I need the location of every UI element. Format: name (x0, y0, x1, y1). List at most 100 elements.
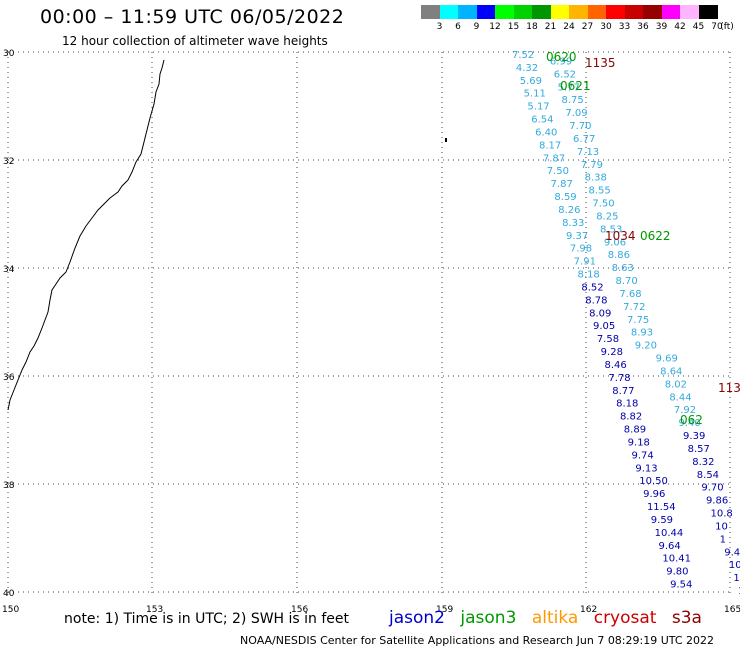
swh-label: 8.17 (539, 140, 561, 151)
swh-label: 11.54 (647, 502, 676, 513)
swh-label: 10.52 (729, 560, 740, 571)
swh-label: 7.91 (574, 257, 596, 268)
swh-label: 5.11 (524, 89, 546, 100)
legend-swatch (513, 5, 533, 19)
swh-label: 5.77 (558, 82, 580, 93)
swh-label: 7.13 (577, 147, 599, 158)
legend-label: 33 (618, 22, 631, 32)
lat-label: 34 (3, 265, 15, 275)
credit-line: NOAA/NESDIS Center for Satellite Applica… (240, 634, 715, 647)
swh-label: 7.58 (597, 334, 619, 345)
page-title: 00:00 – 11:59 UTC 06/05/2022 (40, 6, 345, 28)
swh-label: 9.18 (628, 437, 650, 448)
swh-label: 11.85 (738, 586, 740, 597)
legend-label: 3 (436, 22, 443, 32)
page-subtitle: 12 hour collection of altimeter wave hei… (62, 34, 328, 48)
swh-label: 9.80 (666, 567, 688, 578)
time-tag: 0622 (640, 229, 671, 243)
sat-jason2: jason2 (389, 608, 445, 628)
legend-label: 21 (544, 22, 557, 32)
legend-swatch (587, 5, 607, 19)
swh-label: 8.78 (585, 295, 607, 306)
swh-label: 7.68 (619, 289, 641, 300)
swh-label: 8.18 (578, 270, 600, 281)
swh-label: 6.40 (535, 127, 557, 138)
legend-unit: (ft) (720, 22, 734, 32)
lon-label: 156 (291, 605, 308, 615)
legend-swatch (643, 5, 662, 19)
swh-label: 4.32 (516, 63, 538, 74)
legend-swatch (476, 5, 496, 19)
legend-swatch (439, 5, 459, 19)
swh-label: 9.13 (635, 463, 657, 474)
swh-label: 9.28 (601, 347, 623, 358)
lon-label: 159 (436, 605, 453, 615)
swh-label: 8.26 (558, 205, 580, 216)
lon-label: 150 (2, 605, 19, 615)
legend-swatch (698, 5, 718, 19)
legend-label: 6 (455, 22, 461, 32)
swh-label: 5.17 (527, 102, 549, 113)
swh-label: 10.50 (639, 476, 668, 487)
legend-swatch (495, 5, 514, 19)
legend-swatch (606, 5, 625, 19)
legend-swatch (680, 5, 699, 19)
time-tag: 1135 (585, 56, 616, 70)
swh-label: 8.64 (660, 366, 682, 377)
island-marker (445, 138, 447, 142)
swh-label: 5.69 (520, 76, 542, 87)
swh-label: 8.63 (612, 263, 634, 274)
legend-label: 45 (692, 22, 705, 32)
swh-label: 8.32 (692, 457, 714, 468)
swh-label: 8.82 (620, 412, 642, 423)
swh-label: 7.50 (547, 166, 569, 177)
swh-label: 8.02 (665, 379, 687, 390)
swh-label: 8.75 (561, 95, 583, 106)
coastline (7, 59, 165, 411)
swh-label: 9.40 (678, 418, 700, 429)
swh-label: 8.53 (600, 224, 622, 235)
swh-label: 8.18 (616, 399, 638, 410)
time-tag: 1034 (605, 229, 636, 243)
swh-label: 7.79 (581, 160, 603, 171)
swh-label: 7.87 (543, 153, 565, 164)
legend-swatch (661, 5, 681, 19)
swh-label: 6.99 (550, 56, 572, 67)
swh-label: 7.98 (570, 244, 592, 255)
legend-label: 42 (674, 22, 686, 32)
swh-label: 6.52 (554, 69, 576, 80)
swh-label: 9.06 (604, 237, 626, 248)
swh-label: 8.57 (688, 444, 710, 455)
legend-swatch (624, 5, 644, 19)
swh-label: 6.77 (573, 134, 595, 145)
swh-label: 8.33 (562, 218, 584, 229)
swh-label: 9.39 (683, 431, 705, 442)
legend-label: 15 (507, 22, 520, 32)
legend-label: 36 (637, 22, 649, 32)
time-tag: 1134 (718, 381, 740, 395)
legend-label: 12 (489, 22, 501, 32)
legend-label: 27 (581, 22, 594, 32)
swh-label: 8.86 (608, 250, 630, 261)
swh-label: 9.64 (659, 541, 681, 552)
sat-s3a: s3a (671, 608, 702, 628)
legend-label: 70 (711, 22, 723, 32)
color-legend: 3 6 9 12 15 18 21 24 27 30 33 36 39 42 45 70 (ft) (421, 5, 734, 33)
satellite-key: jason2 jason3 altika cryosat s3a (389, 608, 712, 628)
time-tag: 062 (680, 413, 703, 427)
legend-swatch (532, 5, 551, 19)
lon-label: 153 (146, 605, 163, 615)
swh-label: 10.41 (662, 554, 691, 565)
sat-altika: altika (531, 608, 579, 628)
swh-label: 7.52 (512, 50, 534, 61)
swh-label: 7.87 (551, 179, 573, 190)
lat-label: 32 (3, 157, 14, 167)
swh-label: 7.92 (674, 405, 696, 416)
swh-label: 9.59 (651, 515, 673, 526)
swh-label: 9.20 (635, 341, 657, 352)
sat-jason3: jason3 (460, 608, 517, 628)
swh-label: 7.50 (592, 199, 614, 210)
swh-label: 8.38 (585, 173, 607, 184)
swh-label: 9.37 (566, 231, 588, 242)
